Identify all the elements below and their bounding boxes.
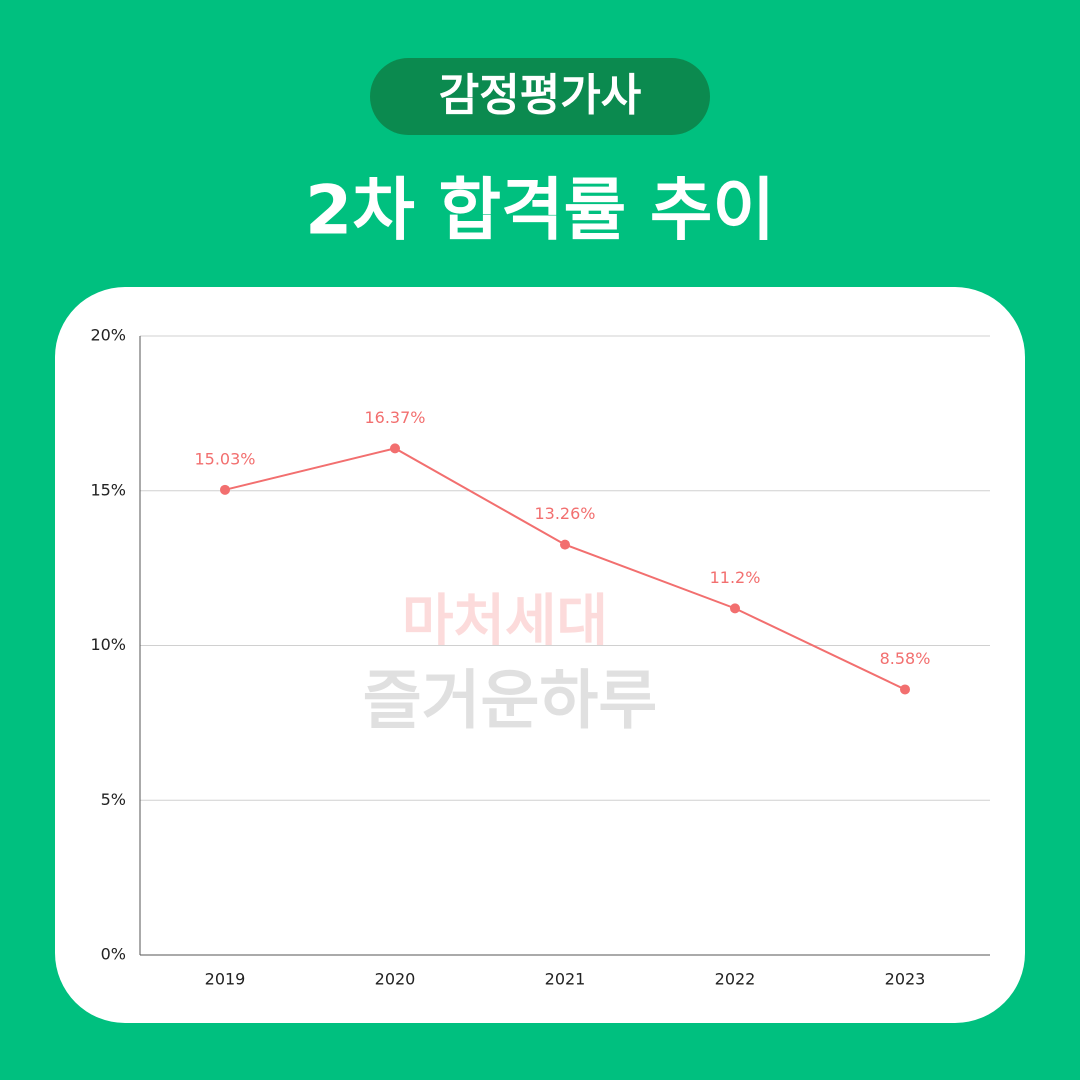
point [560,539,570,550]
y-tick-label: 15% [90,480,126,499]
point [220,484,230,495]
y-tick-label: 0% [101,945,126,964]
point [730,603,740,614]
watermark: 즐거운하루 [363,665,657,739]
card [55,287,1025,1023]
x-tick-label: 2021 [545,970,586,989]
y-tick-label: 20% [90,326,126,345]
badge-text: 감정평가사 [439,70,641,121]
data-label: 16.37% [364,408,425,427]
y-tick-label: 5% [101,790,126,809]
point [390,443,400,454]
x-tick-label: 2022 [715,970,756,989]
data-label: 8.58% [880,649,931,668]
data-label: 15.03% [194,449,255,468]
chart-title: 2차 합격률 추이 [305,172,775,251]
x-tick-label: 2019 [205,970,246,989]
watermark: 마처세대 [402,589,608,654]
badge [370,58,710,135]
point [900,684,910,695]
data-label: 11.2% [710,568,761,587]
y-tick-label: 10% [90,635,126,654]
x-tick-label: 2023 [885,970,926,989]
x-tick-label: 2020 [375,970,416,989]
data-label: 13.26% [534,504,595,523]
